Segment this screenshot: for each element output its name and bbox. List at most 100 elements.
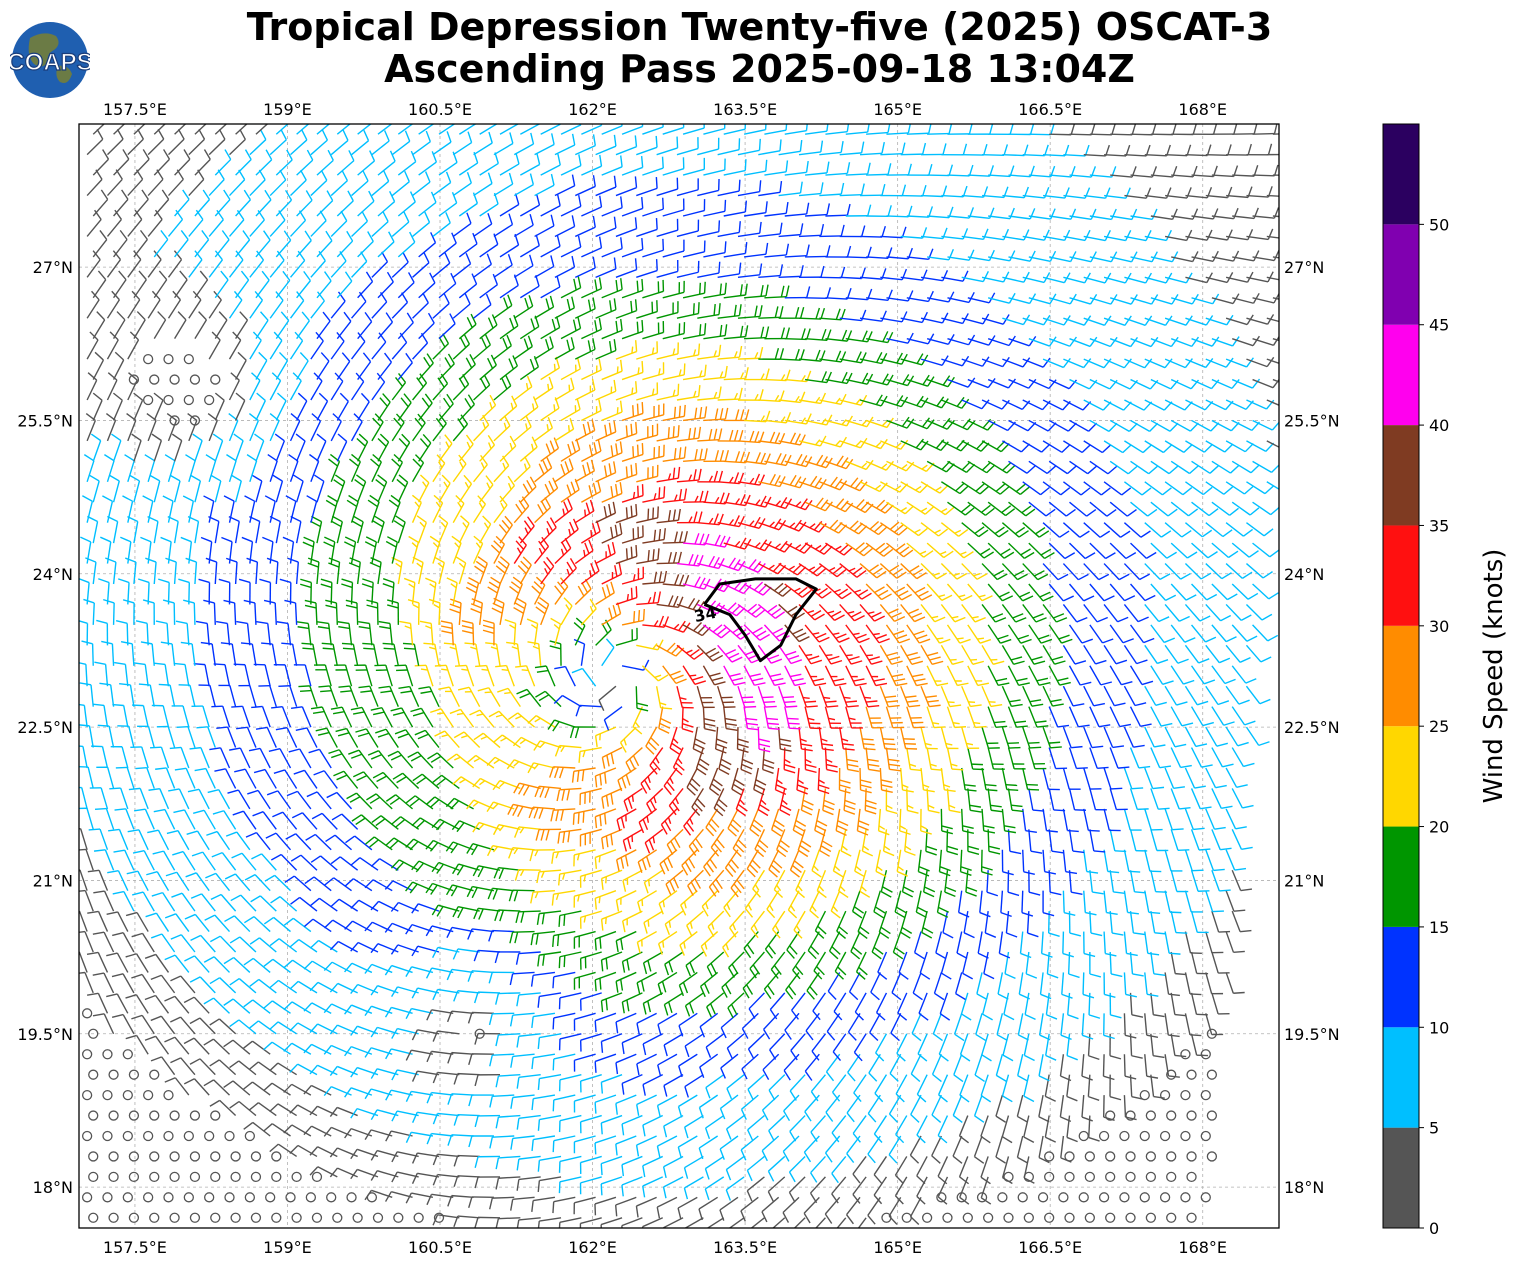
wind-barb — [493, 375, 512, 401]
wind-barb — [1103, 563, 1130, 581]
wind-barb — [458, 474, 473, 503]
wind-barb — [1184, 767, 1206, 789]
wind-barb — [267, 453, 278, 483]
wind-barb — [269, 331, 283, 360]
wind-barb — [289, 938, 318, 953]
wind-barb — [375, 474, 388, 503]
wind-barb — [717, 138, 741, 156]
wind-barb — [979, 890, 991, 918]
wind-barb — [517, 556, 532, 585]
wind-barb — [133, 662, 149, 687]
wind-barb — [92, 972, 115, 994]
wind-barb — [350, 332, 366, 360]
wind-barb — [1191, 542, 1218, 559]
wind-barb — [1145, 1151, 1157, 1162]
wind-barb — [1129, 1074, 1144, 1100]
wind-barb — [506, 641, 522, 666]
wind-barb — [375, 728, 399, 748]
wind-barb — [111, 1013, 135, 1035]
wind-barb — [289, 413, 301, 442]
wind-barb — [290, 854, 318, 871]
wind-barb — [920, 481, 949, 494]
wind-barb — [430, 708, 454, 728]
wind-barb — [1125, 1212, 1136, 1223]
wind-barb — [333, 770, 359, 789]
lon-tick-label-bottom: 162°E — [568, 1238, 617, 1257]
wind-barb — [432, 494, 444, 523]
wind-barb — [397, 191, 416, 217]
wind-barb — [851, 890, 865, 919]
wind-barb — [423, 642, 440, 666]
wind-barb — [391, 1069, 419, 1081]
wind-barb — [323, 1085, 352, 1097]
wind-barb — [251, 474, 263, 503]
globe-land-2 — [56, 65, 72, 83]
wind-barb — [746, 849, 761, 878]
wind-barb — [975, 1013, 986, 1042]
wind-barb — [1062, 522, 1090, 538]
wind-barb — [176, 725, 196, 748]
wind-barb — [1170, 665, 1195, 685]
wind-barb — [782, 1196, 800, 1223]
wind-barb — [1266, 399, 1279, 406]
wind-barb — [703, 124, 726, 135]
wind-barb — [1144, 1054, 1159, 1079]
wind-barb — [275, 149, 293, 176]
wind-barb — [600, 951, 623, 972]
wind-barb — [1246, 522, 1274, 537]
wind-barb — [831, 1176, 847, 1204]
wind-barb — [112, 351, 125, 380]
wind-barb — [405, 838, 434, 851]
wind-barb — [737, 559, 766, 573]
wind-barb — [1205, 767, 1227, 789]
wind-barb — [642, 951, 664, 975]
wind-barb — [384, 964, 413, 976]
wind-barb — [537, 1217, 562, 1228]
wind-barb — [1170, 910, 1188, 934]
lat-tick-label-left: 18°N — [33, 1178, 73, 1197]
wind-barb — [494, 909, 521, 922]
wind-barb — [117, 725, 135, 748]
wind-barb — [595, 216, 617, 238]
wind-barb — [411, 1070, 440, 1082]
wind-barb — [699, 971, 719, 998]
wind-barb — [1130, 501, 1158, 517]
wind-barb — [531, 1094, 556, 1111]
wind-barb — [79, 910, 88, 932]
wind-barb — [540, 316, 561, 340]
wind-barb — [194, 767, 216, 789]
wind-barb — [1231, 378, 1261, 389]
wind-barb — [490, 535, 505, 564]
wind-barb — [143, 1089, 154, 1101]
wind-barb — [685, 951, 704, 977]
wind-barb — [131, 932, 155, 953]
wind-barb — [896, 849, 908, 877]
wind-barb — [534, 295, 555, 319]
wind-barb — [356, 433, 369, 462]
wind-barb — [487, 576, 501, 605]
wind-barb — [1066, 1115, 1078, 1143]
wind-barb — [255, 726, 277, 748]
wind-barb — [316, 392, 329, 421]
wind-barb — [1164, 563, 1191, 580]
wind-barb — [1231, 910, 1252, 933]
wind-barb — [109, 474, 120, 503]
wind-barb — [230, 1151, 241, 1162]
wind-barb — [1231, 665, 1257, 684]
wind-barb — [737, 516, 766, 529]
wind-barb — [700, 931, 719, 957]
wind-barb — [310, 897, 338, 912]
wind-barb — [329, 1167, 358, 1178]
wind-barb — [271, 1151, 282, 1162]
wind-barb — [250, 1151, 262, 1162]
wind-barb — [632, 706, 644, 735]
wind-barb — [209, 977, 237, 994]
wind-barb — [900, 563, 927, 580]
wind-barb — [621, 608, 645, 626]
wind-barb — [737, 263, 763, 279]
wind-barb — [1170, 583, 1197, 601]
wind-barb — [468, 1053, 494, 1066]
wind-barb — [824, 624, 850, 643]
wind-barb — [1001, 1156, 1013, 1185]
wind-barb — [959, 849, 972, 876]
